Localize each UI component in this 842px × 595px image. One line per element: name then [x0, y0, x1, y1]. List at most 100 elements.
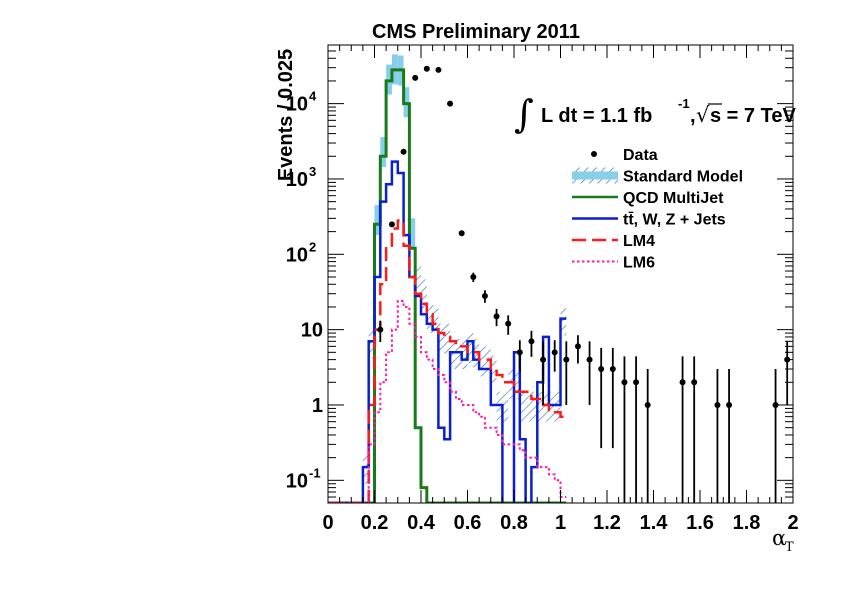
data-point — [598, 366, 605, 373]
x-tick-label: 1.2 — [593, 512, 621, 534]
legend-label-data: Data — [623, 147, 658, 164]
data-point — [586, 356, 593, 363]
sm-band-layer — [362, 54, 567, 484]
sm-band-bin — [508, 369, 514, 400]
y-tick-label: 1 — [312, 395, 323, 417]
chart-title: CMS Preliminary 2011 — [372, 21, 580, 43]
data-point — [400, 148, 407, 155]
sm-band-bin — [421, 279, 427, 310]
sm-band-bin — [380, 137, 387, 168]
series-line-lm6 — [328, 300, 567, 503]
sm-band-bin — [455, 339, 462, 370]
y-tick-label: 10 — [286, 94, 308, 116]
sm-band-bin — [461, 339, 468, 370]
data-point — [423, 65, 430, 72]
lumi-exponent: -1 — [678, 96, 690, 111]
sm-band-bin — [537, 391, 544, 422]
x-tick-label: 0.6 — [454, 512, 482, 534]
data-point — [633, 379, 640, 386]
lumi-text: L dt = 1.1 fb — [541, 105, 652, 127]
legend-label-qcd-multijet: QCD MultiJet — [623, 190, 724, 207]
sm-band-bin — [525, 391, 532, 422]
legend-marker-data — [591, 151, 597, 157]
data-point — [574, 343, 581, 350]
x-axis-label: α T — [772, 526, 794, 555]
series-line-tt-w-z-jets — [328, 160, 567, 503]
y-tick-label: 10 — [301, 320, 323, 342]
legend-label-lm6: LM6 — [623, 255, 655, 272]
sm-band-bin — [543, 391, 549, 422]
data-point — [551, 349, 558, 356]
x-tick-label: 0.8 — [500, 512, 528, 534]
y-tick-label-exponent: 3 — [309, 164, 316, 179]
data-point — [447, 100, 454, 107]
sm-band-bin — [473, 339, 480, 370]
sm-band-bin — [374, 205, 381, 236]
sm-band-bin — [560, 305, 567, 336]
sm-band-bin — [502, 391, 509, 422]
sm-band-bin — [514, 369, 520, 400]
data-points-layer — [377, 65, 791, 503]
y-axis-label: Events / 0.025 — [275, 49, 297, 181]
y-tick-label: 10 — [286, 244, 308, 266]
sm-band-bin — [484, 346, 491, 377]
sm-band-bin — [554, 391, 561, 422]
y-tick-label: 10 — [286, 470, 308, 492]
integral-symbol: ∫ — [514, 92, 534, 136]
sm-band-bin — [548, 391, 555, 422]
data-point — [516, 349, 523, 356]
data-point — [609, 366, 616, 373]
x-tick-label: 0.2 — [361, 512, 389, 534]
sqrt-symbol: √ — [696, 103, 710, 127]
data-point — [528, 338, 535, 345]
sm-band-bin — [438, 323, 445, 354]
data-point — [458, 230, 465, 237]
sm-band-bin — [415, 263, 421, 294]
sm-band-bin — [444, 323, 451, 354]
data-point — [435, 66, 442, 73]
data-point — [691, 379, 698, 386]
x-tick-label: 1.4 — [640, 512, 669, 534]
lumi-annotation: ∫ L dt = 1.1 fb -1 , √ s = 7 TeV — [514, 92, 796, 136]
sm-band-bin — [479, 346, 485, 377]
legend-label-lm4: LM4 — [623, 233, 655, 250]
x-tick-label: 1.6 — [686, 512, 714, 534]
sm-band-bin — [519, 391, 526, 422]
y-tick-label-exponent: 2 — [309, 239, 316, 254]
data-point — [493, 313, 500, 320]
sm-band-bin — [531, 391, 538, 422]
x-tick-label: 0 — [322, 512, 333, 534]
sm-band-bin — [496, 391, 503, 422]
legend-label-tt-w-z-jets: tt̄, W, Z + Jets — [623, 210, 726, 228]
data-point — [679, 379, 686, 386]
y-tick-label-exponent: 4 — [309, 89, 317, 104]
sm-band-bin — [467, 333, 474, 364]
sm-band-bin — [490, 355, 497, 386]
data-point — [563, 356, 570, 363]
legend-label-standard-model: Standard Model — [623, 169, 743, 186]
y-tick-label-exponent: -1 — [309, 465, 321, 480]
y-tick-label: 10 — [286, 169, 308, 191]
x-tick-label: 0.4 — [407, 512, 436, 534]
x-tick-label: 1 — [555, 512, 566, 534]
series-line-qcd-multijet — [328, 68, 567, 503]
data-point — [505, 320, 512, 327]
legend: Data Standard Model QCD MultiJet tt̄, W, Z … — [572, 147, 743, 272]
data-point — [388, 221, 395, 228]
sm-band-bin — [426, 303, 433, 334]
data-point — [377, 326, 384, 333]
data-point — [481, 292, 488, 299]
x-tick-label: 2 — [787, 512, 798, 534]
data-point — [726, 401, 733, 408]
x-axis-label-alpha: α — [772, 526, 786, 550]
data-point — [412, 74, 419, 81]
legend-swatch-band — [572, 171, 618, 180]
sm-band-bin — [368, 328, 375, 359]
sm-band-bin — [432, 305, 439, 336]
data-point — [644, 401, 651, 408]
x-tick-label: 1.8 — [733, 512, 761, 534]
data-point — [714, 401, 721, 408]
sm-band-bin — [362, 453, 369, 484]
